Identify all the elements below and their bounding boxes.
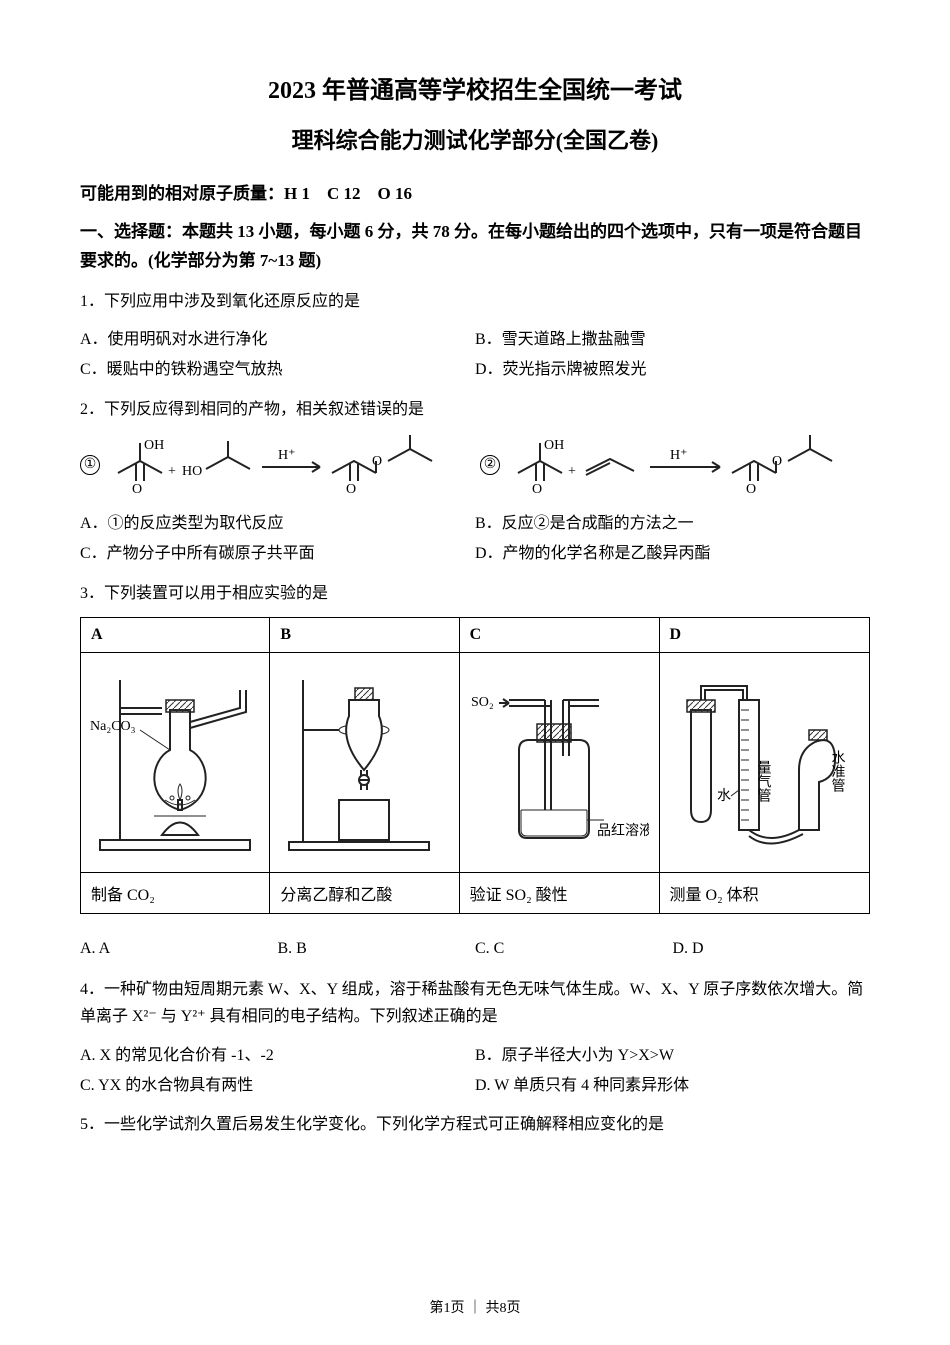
q1-opt-c: C．暖贴中的铁粉遇空气放热: [80, 355, 475, 385]
apparatus-b-cell: [270, 652, 459, 872]
q1-opt-a: A．使用明矾对水进行净化: [80, 325, 475, 355]
apparatus-c-diagram: SO₂ 品红溶液: [469, 660, 649, 860]
reaction-1-diagram: OH O + HO H⁺ O O: [110, 435, 450, 495]
q5-stem: 5．一些化学试剂久置后易发生化学变化。下列化学方程式可正确解释相应变化的是: [80, 1111, 870, 1138]
apparatus-a-cell: Na₂CO₃: [81, 652, 270, 872]
q2-opt-a: A．①的反应类型为取代反应: [80, 509, 475, 539]
circled-1-icon: ①: [80, 455, 100, 475]
svg-text:O: O: [746, 482, 756, 495]
svg-text:O: O: [132, 482, 142, 495]
apparatus-a-caption: 制备 CO₂: [81, 872, 270, 913]
circled-2-icon: ②: [480, 455, 500, 475]
title-main: 2023 年普通高等学校招生全国统一考试: [80, 70, 870, 105]
apparatus-b-diagram: [279, 660, 449, 860]
q1-stem: 1．下列应用中涉及到氧化还原反应的是: [80, 288, 870, 315]
q2-opt-b: B．反应②是合成酯的方法之一: [475, 509, 870, 539]
svg-text:O: O: [346, 482, 356, 495]
section-heading: 一、选择题：本题共 13 小题，每小题 6 分，共 78 分。在每小题给出的四个…: [80, 218, 870, 276]
atomic-mass-line: 可能用到的相对原子质量：H 1 C 12 O 16: [80, 179, 870, 204]
svg-text:OH: OH: [144, 438, 164, 453]
q3-head-a: A: [81, 617, 270, 652]
apparatus-c-solution: 品红溶液: [597, 823, 649, 839]
svg-text:HO: HO: [182, 464, 202, 479]
reaction-1-hplus: H⁺: [278, 448, 296, 463]
q1-options: A．使用明矾对水进行净化 B．雪天道路上撒盐融雪 C．暖贴中的铁粉遇空气放热 D…: [80, 325, 870, 386]
svg-text:OH: OH: [544, 438, 564, 453]
reaction-2-hplus: H⁺: [670, 448, 688, 463]
svg-text:O: O: [372, 454, 382, 469]
q3-opt-d: D. D: [673, 934, 871, 964]
reaction-2-diagram: OH O + H⁺ O O: [510, 435, 850, 495]
q1-opt-d: D．荧光指示牌被照发光: [475, 355, 870, 385]
q4-opt-b: B．原子半径大小为 Y>X>W: [475, 1041, 870, 1071]
apparatus-d-diagram: 水 量气管 水准管: [669, 660, 859, 860]
apparatus-a-diagram: Na₂CO₃: [90, 660, 260, 860]
apparatus-c-cell: SO₂ 品红溶液: [459, 652, 659, 872]
q3-options: A. A B. B C. C D. D: [80, 934, 870, 964]
q2-reactions: ① OH O + HO H⁺ O O: [80, 435, 870, 495]
apparatus-c-so2: SO₂: [471, 695, 494, 710]
apparatus-d-caption: 测量 O₂ 体积: [659, 872, 869, 913]
q3-stem: 3．下列装置可以用于相应实验的是: [80, 580, 870, 607]
q2-opt-d: D．产物的化学名称是乙酸异丙酯: [475, 539, 870, 569]
svg-text:+: +: [568, 464, 576, 479]
q2-stem: 2．下列反应得到相同的产物，相关叙述错误的是: [80, 396, 870, 423]
q4-opt-a: A. X 的常见化合价有 -1、-2: [80, 1041, 475, 1071]
page-footer: 第1页 ｜ 共8页: [0, 1297, 950, 1317]
q3-opt-b: B. B: [278, 934, 476, 964]
apparatus-d-level-tube: 水准管: [830, 750, 846, 792]
q2-reaction-1: ① OH O + HO H⁺ O O: [80, 435, 450, 495]
apparatus-a-label: Na₂CO₃: [90, 719, 136, 734]
q3-apparatus-table: A B C D: [80, 617, 870, 914]
q4-stem: 4．一种矿物由短周期元素 W、X、Y 组成，溶于稀盐酸有无色无味气体生成。W、X…: [80, 976, 870, 1030]
q4-opt-d: D. W 单质只有 4 种同素异形体: [475, 1071, 870, 1101]
title-sub: 理科综合能力测试化学部分(全国乙卷): [80, 123, 870, 155]
q2-options: A．①的反应类型为取代反应 B．反应②是合成酯的方法之一 C．产物分子中所有碳原…: [80, 509, 870, 570]
svg-text:+: +: [168, 464, 176, 479]
q3-head-c: C: [459, 617, 659, 652]
q1-opt-b: B．雪天道路上撒盐融雪: [475, 325, 870, 355]
q2-reaction-2: ② OH O + H⁺ O O: [480, 435, 850, 495]
apparatus-c-caption: 验证 SO₂ 酸性: [459, 872, 659, 913]
exam-page: 2023 年普通高等学校招生全国统一考试 理科综合能力测试化学部分(全国乙卷) …: [0, 0, 950, 1345]
q4-opt-c: C. YX 的水合物具有两性: [80, 1071, 475, 1101]
q3-opt-a: A. A: [80, 934, 278, 964]
svg-text:O: O: [772, 454, 782, 469]
q3-opt-c: C. C: [475, 934, 673, 964]
q3-head-d: D: [659, 617, 869, 652]
q4-options: A. X 的常见化合价有 -1、-2 B．原子半径大小为 Y>X>W C. YX…: [80, 1041, 870, 1102]
apparatus-b-caption: 分离乙醇和乙酸: [270, 872, 459, 913]
q2-opt-c: C．产物分子中所有碳原子共平面: [80, 539, 475, 569]
apparatus-d-water: 水: [717, 788, 731, 804]
apparatus-d-cell: 水 量气管 水准管: [659, 652, 869, 872]
apparatus-d-gas-tube: 量气管: [756, 760, 772, 802]
q3-head-b: B: [270, 617, 459, 652]
svg-text:O: O: [532, 482, 542, 495]
